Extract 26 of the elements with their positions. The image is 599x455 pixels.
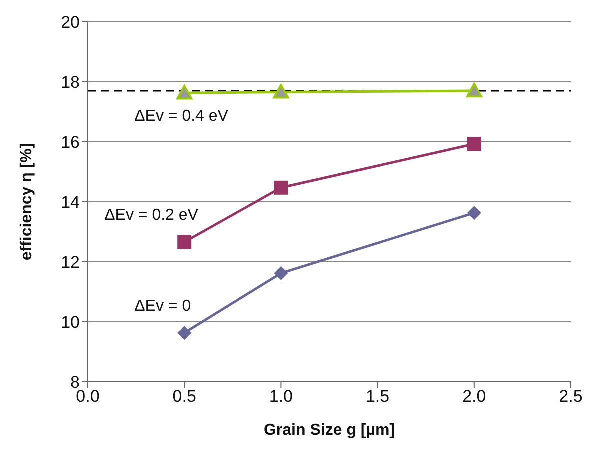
y-tick-label: 12 <box>61 253 80 272</box>
y-tick-label: 20 <box>61 13 80 32</box>
x-tick-label: 0.5 <box>172 387 196 406</box>
point <box>273 84 290 99</box>
point <box>176 85 193 100</box>
point <box>466 83 482 98</box>
x-tick-label: 2.0 <box>462 387 486 406</box>
y-axis-title: efficiency η [%] <box>18 143 36 261</box>
point <box>178 326 192 340</box>
series-label: ΔEv = 0 <box>134 298 192 316</box>
y-tick-label: 10 <box>61 313 80 332</box>
series-label: ΔEv = 0.4 eV <box>134 108 229 126</box>
point <box>274 180 288 195</box>
point <box>178 235 192 250</box>
y-tick-label: 14 <box>61 193 80 212</box>
point <box>274 266 288 280</box>
x-axis-title: Grain Size g [µm] <box>264 422 396 439</box>
y-tick-label: 18 <box>61 73 80 92</box>
x-tick-label: 0.0 <box>76 387 100 406</box>
y-tick-label: 16 <box>61 133 80 152</box>
series-label: ΔEv = 0.2 eV <box>104 207 199 224</box>
x-tick-label: 2.5 <box>559 387 583 406</box>
point <box>467 137 482 152</box>
x-tick-label: 1.5 <box>366 387 390 406</box>
point <box>467 206 482 220</box>
x-tick-label: 1.0 <box>269 387 294 406</box>
